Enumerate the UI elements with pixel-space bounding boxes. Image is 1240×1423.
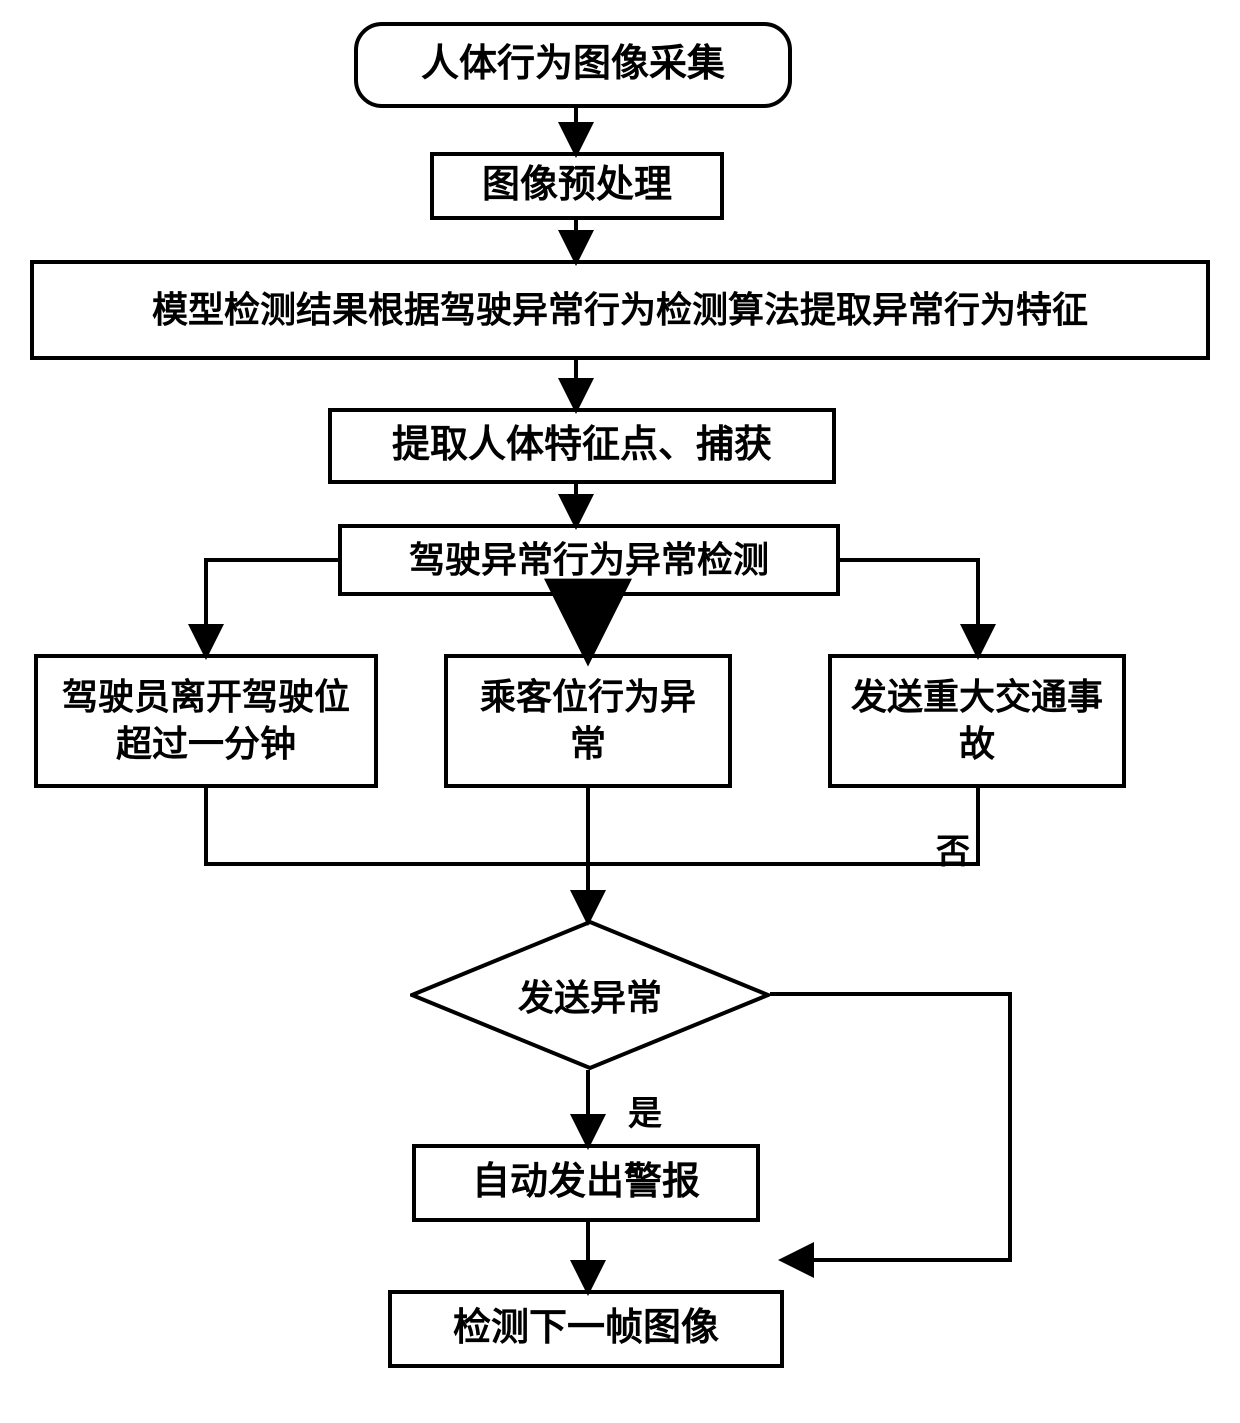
edge-label-yes: 是 [628,1086,662,1135]
node-label: 发送异常 [518,969,662,1021]
edge-label-no: 否 [936,824,970,873]
node-label: 人体行为图像采集 [421,40,725,89]
node-label: 提取人体特征点、捕获 [392,421,772,470]
node-traffic-accident: 发送重大交通事故 [828,654,1126,788]
node-label: 驾驶员离开驾驶位超过一分钟 [54,674,358,768]
node-label: 驾驶异常行为异常检测 [409,537,769,584]
node-image-collection: 人体行为图像采集 [354,22,792,108]
node-driver-leave: 驾驶员离开驾驶位超过一分钟 [34,654,378,788]
node-extract-features: 提取人体特征点、捕获 [328,408,836,484]
node-auto-alarm: 自动发出警报 [412,1144,760,1222]
node-label: 检测下一帧图像 [453,1304,719,1353]
node-label: 乘客位行为异常 [464,674,712,768]
node-next-frame: 检测下一帧图像 [388,1290,784,1368]
node-label: 模型检测结果根据驾驶异常行为检测算法提取异常行为特征 [152,287,1088,334]
node-model-detect: 模型检测结果根据驾驶异常行为检测算法提取异常行为特征 [30,260,1210,360]
node-label: 发送重大交通事故 [848,674,1106,768]
node-abnormal-detect: 驾驶异常行为异常检测 [338,524,840,596]
node-label: 图像预处理 [482,161,672,210]
node-send-abnormal: 发送异常 [410,920,770,1070]
node-preprocess: 图像预处理 [430,152,724,220]
node-passenger-abnormal: 乘客位行为异常 [444,654,732,788]
node-label: 自动发出警报 [472,1158,700,1207]
